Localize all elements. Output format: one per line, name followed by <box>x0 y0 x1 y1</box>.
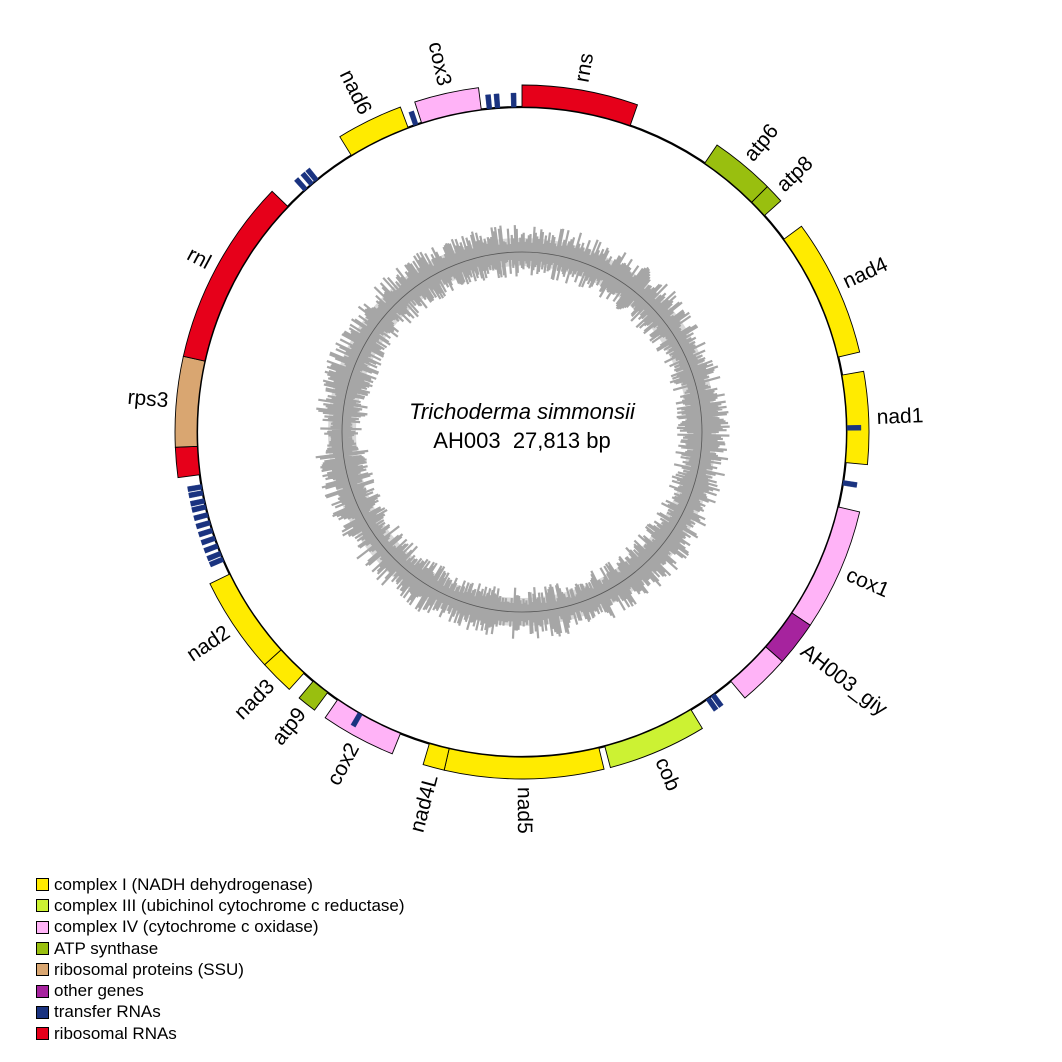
legend-label: transfer RNAs <box>54 1002 161 1022</box>
legend-swatch <box>36 920 49 934</box>
legend-item-atp: ATP synthase <box>36 938 405 959</box>
gene-label-atp8: atp8 <box>772 152 818 197</box>
strain-name: AH003 <box>433 428 500 453</box>
trna-mark <box>294 177 308 192</box>
gene-rns <box>521 84 639 127</box>
gene-label-nad1: nad1 <box>876 404 924 429</box>
gene-cox3 <box>414 87 482 124</box>
trna-mark <box>189 498 206 507</box>
trna-mark <box>208 556 225 568</box>
trna-mark <box>191 504 207 513</box>
gene-nad2 <box>209 573 282 666</box>
organism-name: Trichoderma simmonsii <box>409 399 636 424</box>
gene-cox2 <box>324 699 402 755</box>
gene-atp9 <box>298 680 329 711</box>
legend-item-other: other genes <box>36 980 405 1001</box>
gene-label-cox3: cox3 <box>424 40 456 88</box>
gene-label-nad4: nad4 <box>839 253 891 294</box>
gc-content-bars <box>315 225 730 639</box>
legend-swatch <box>36 899 49 913</box>
trna-mark <box>195 520 211 530</box>
legend: complex I (NADH dehydrogenase) complex II… <box>36 874 405 1044</box>
legend-swatch <box>36 963 49 977</box>
trna-mark <box>300 171 314 187</box>
trna-mark <box>203 543 219 554</box>
trna-mark <box>705 696 719 712</box>
trna-mark <box>197 527 214 538</box>
gene-label-nad6: nad6 <box>335 66 376 118</box>
gene-label-atp6: atp6 <box>739 120 783 166</box>
legend-swatch <box>36 942 49 956</box>
legend-swatch <box>36 984 49 998</box>
strain-length: AH003 27,813 bp <box>433 428 610 453</box>
gene-atp8 <box>751 185 782 217</box>
length-spacer <box>501 428 513 453</box>
trna-mark <box>200 535 216 546</box>
gene-nad4L <box>422 742 450 771</box>
gene-label-cox2: cox2 <box>323 739 364 789</box>
gene-label-rps3: rps3 <box>127 386 170 413</box>
gene-label-cox1a: cox1 <box>843 563 893 602</box>
legend-item-rrna: ribosomal RNAs <box>36 1023 405 1044</box>
legend-label: complex IV (cytochrome c oxidase) <box>54 917 319 937</box>
gene-label-nad4L: nad4L <box>406 772 443 834</box>
trna-mark <box>710 693 724 709</box>
gene-label-rnl-b: rnl <box>183 243 214 274</box>
legend-swatch <box>36 878 49 892</box>
gene-rps3 <box>174 355 206 448</box>
trna-mark <box>485 94 493 110</box>
legend-swatch <box>36 1027 49 1041</box>
genome-length-label: 27,813 bp <box>513 428 611 453</box>
legend-swatch <box>36 1005 49 1019</box>
gene-cox1a <box>791 506 861 626</box>
trna-mark <box>408 110 419 126</box>
trna-mark <box>846 424 862 431</box>
gc-content-ring <box>315 225 730 639</box>
legend-item-trna: transfer RNAs <box>36 1002 405 1023</box>
legend-item-complex3: complex III (ubichinol cytochrome c redu… <box>36 895 405 916</box>
gene-label-nad3: nad3 <box>230 675 279 724</box>
trna-mark <box>842 480 858 488</box>
legend-label: ribosomal RNAs <box>54 1023 177 1043</box>
legend-item-complex1: complex I (NADH dehydrogenase) <box>36 874 405 895</box>
legend-label: complex III (ubichinol cytochrome c redu… <box>54 895 405 915</box>
gene-cob <box>604 709 703 769</box>
legend-label: other genes <box>54 981 144 1001</box>
gene-nad1 <box>841 370 870 466</box>
trna-mark <box>187 484 203 492</box>
trna-mark <box>206 551 222 562</box>
legend-item-complex4: complex IV (cytochrome c oxidase) <box>36 917 405 938</box>
trna-features <box>187 92 862 728</box>
legend-item-rps: ribosomal proteins (SSU) <box>36 959 405 980</box>
legend-label: ribosomal proteins (SSU) <box>54 959 244 979</box>
gene-label-nad5: nad5 <box>513 787 536 834</box>
gene-label-nad2: nad2 <box>183 621 235 666</box>
gene-nad4 <box>783 225 861 358</box>
trna-mark <box>193 512 209 522</box>
gene-cox1b <box>730 646 783 699</box>
gene-rnl-b <box>182 190 289 362</box>
trna-mark <box>510 92 517 108</box>
trna-mark <box>305 167 319 183</box>
gene-label-giy: AH003_giy <box>796 640 892 721</box>
gene-label-atp9: atp9 <box>267 703 310 749</box>
gene-label-cob: cob <box>650 754 684 794</box>
trna-mark <box>493 93 501 109</box>
trna-mark <box>188 490 204 499</box>
trna-mark <box>350 712 363 728</box>
gene-features <box>174 84 870 780</box>
gene-label-rns: rns <box>571 51 599 84</box>
gene-nad5 <box>443 747 605 780</box>
legend-label: complex I (NADH dehydrogenase) <box>54 874 313 894</box>
legend-label: ATP synthase <box>54 938 159 958</box>
gene-nad6 <box>339 106 409 157</box>
gc-midline <box>341 251 703 613</box>
gene-rnl-a <box>174 445 201 479</box>
